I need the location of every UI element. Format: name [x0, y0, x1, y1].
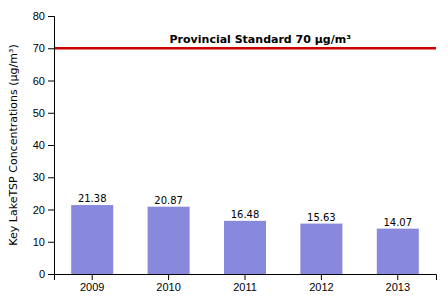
tick: 10	[33, 236, 54, 248]
tick: 2010	[156, 274, 180, 293]
tick-mark	[245, 274, 246, 280]
data-label: 15.63	[307, 212, 336, 223]
reference-line	[54, 47, 436, 50]
tick-label: 50	[33, 107, 45, 119]
data-label: 20.87	[154, 195, 183, 206]
data-label: 14.07	[383, 217, 412, 228]
tick-mark	[48, 274, 54, 275]
tick: 70	[33, 42, 54, 54]
x-axis: 2009 2010 2011 2012 2013	[55, 274, 437, 293]
chart: 2009 2010 2011 2012 2013 0 10 20 30 40 50 60 70 80 21.…	[0, 0, 448, 302]
y-axis-title: Key LakeTSP Concentrations (μg/m³)	[7, 44, 20, 245]
tick-mark	[48, 48, 54, 49]
tick-label: 0	[39, 268, 45, 280]
y-axis: 0 10 20 30 40 50 60 70 80	[33, 10, 55, 280]
data-label: 21.38	[78, 193, 107, 204]
bar	[224, 221, 266, 274]
tick-label: 30	[33, 171, 45, 183]
tick-label: 60	[33, 75, 45, 87]
tick-mark	[48, 177, 54, 178]
tick: 2009	[80, 274, 104, 293]
bar	[300, 224, 342, 274]
labels: 21.38 20.87 16.48 15.63 14.07 Provincial Stan…	[78, 33, 412, 227]
tick-mark	[92, 274, 93, 280]
tick-label: 20	[33, 204, 45, 216]
tick-mark	[48, 81, 54, 82]
tick-label: 80	[33, 10, 45, 22]
tick-mark	[48, 145, 54, 146]
axis-line	[48, 17, 55, 275]
tick-mark	[397, 274, 398, 280]
tick-label: 2009	[80, 281, 104, 293]
tick-label: 2011	[233, 281, 257, 293]
tick-label: 40	[33, 139, 45, 151]
tick: 2012	[309, 274, 333, 293]
tick: 40	[33, 139, 54, 151]
tick-label: 10	[33, 236, 45, 248]
tick-mark	[168, 274, 169, 280]
tick: 30	[33, 171, 54, 183]
tick: 60	[33, 75, 54, 87]
tick: 0	[39, 268, 54, 280]
tick-label: 2010	[156, 281, 180, 293]
marks	[54, 48, 436, 274]
data-label: 16.48	[231, 209, 260, 220]
tick: 20	[33, 204, 54, 216]
bar	[377, 229, 419, 274]
bar	[71, 205, 113, 274]
bar	[148, 207, 190, 274]
axis-line	[55, 275, 437, 281]
tick-label: 2012	[309, 281, 333, 293]
tick-mark	[48, 113, 54, 114]
tick-mark	[321, 274, 322, 280]
tick-label: 2013	[386, 281, 410, 293]
tick-mark	[48, 210, 54, 211]
tick-label: 70	[33, 42, 45, 54]
tick: 80	[33, 10, 54, 22]
tick: 50	[33, 107, 54, 119]
annotation: Provincial Standard 70 μg/m³	[170, 33, 352, 46]
tick-mark	[48, 16, 54, 17]
tick-mark	[48, 242, 54, 243]
tick: 2011	[233, 274, 257, 293]
plot: 2009 2010 2011 2012 2013 0 10 20 30 40 50 60 70 80 21.…	[33, 10, 437, 293]
tick: 2013	[386, 274, 410, 293]
